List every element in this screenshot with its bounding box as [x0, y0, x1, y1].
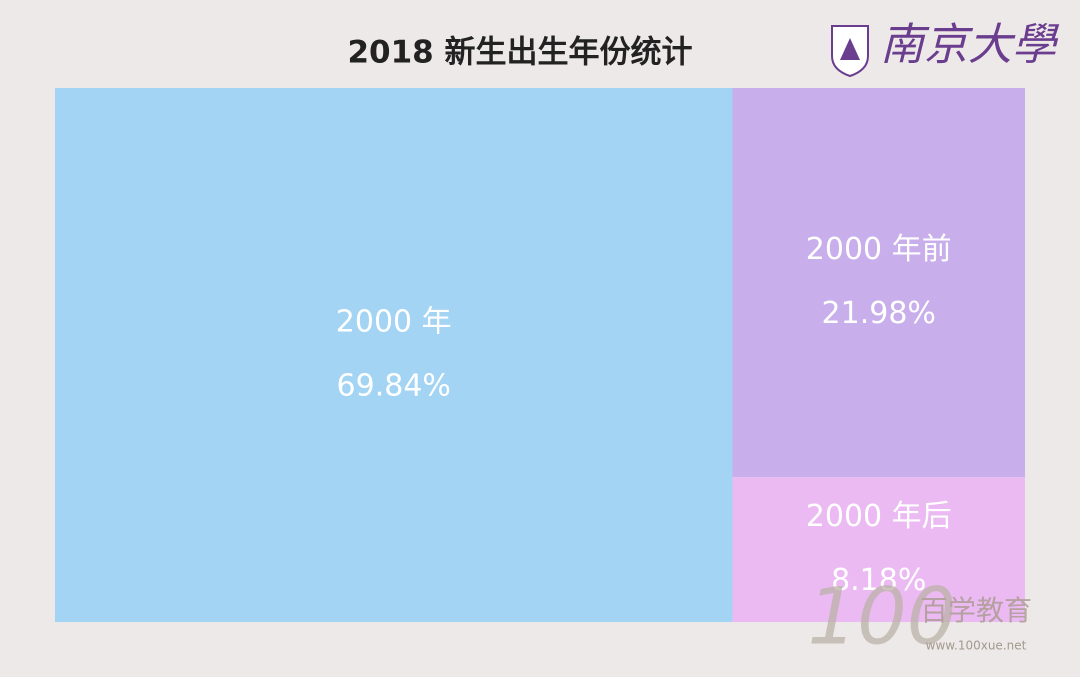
watermark-url: www.100xue.net — [926, 639, 1027, 653]
cell-label: 2000 年 — [336, 305, 452, 340]
treemap-cell — [55, 88, 733, 622]
watermark-number: 100 — [808, 572, 957, 662]
watermark-name: 百学教育 — [920, 594, 1032, 627]
cell-label: 2000 年后 — [806, 499, 952, 534]
logo-text: 南京大學 — [880, 20, 1060, 71]
treemap-cell — [732, 477, 1025, 622]
value-label: 69.84% — [337, 369, 451, 404]
chart-title: 2018 新生出生年份统计 — [347, 35, 692, 71]
value-label: 8.18% — [831, 563, 926, 598]
treemap: 2000 年 69.84% 2000 年前 21.98% 2000 年后 8.18% — [55, 88, 1025, 622]
cell-label: 2000 年前 — [806, 232, 952, 267]
logo-emblem — [840, 38, 860, 60]
watermark: 100 百学教育 www.100xue.net — [808, 572, 1032, 662]
treemap-cell — [732, 88, 1025, 478]
logo: 南京大學 — [831, 20, 1060, 78]
value-label: 21.98% — [822, 296, 936, 331]
